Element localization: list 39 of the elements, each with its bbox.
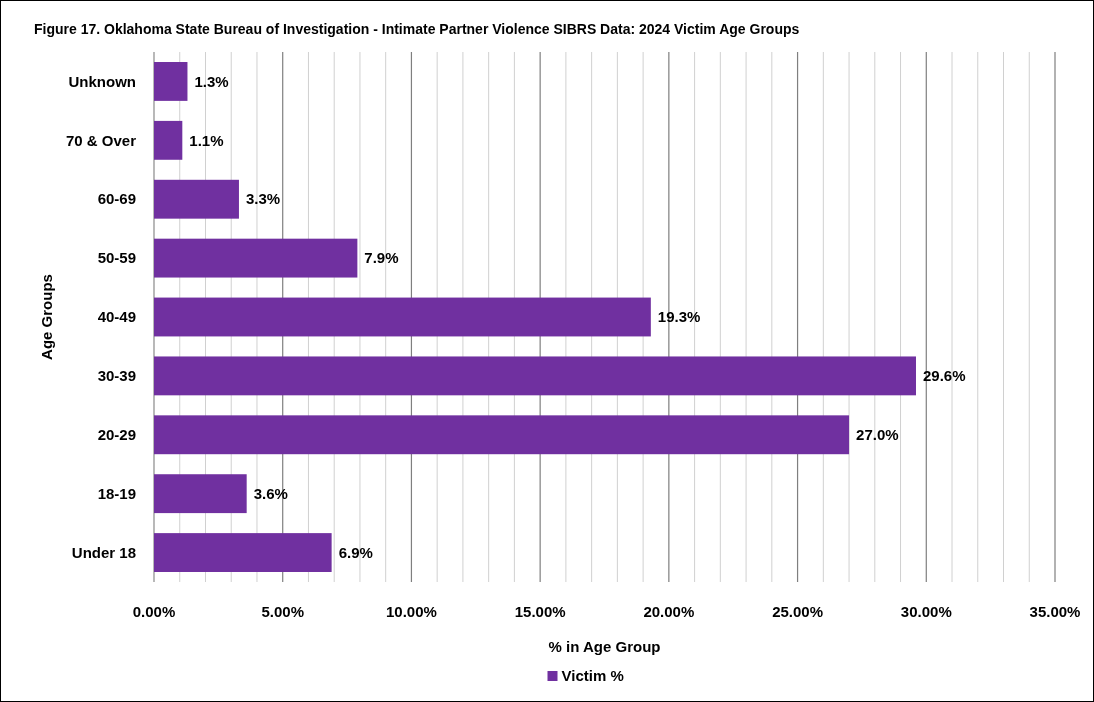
- data-label: 3.6%: [253, 484, 288, 502]
- y-tick-label: 50-59: [97, 249, 136, 267]
- bar: [154, 474, 247, 514]
- data-label: 29.6%: [922, 367, 966, 385]
- legend-label: Victim %: [561, 667, 624, 685]
- y-tick-label: 40-49: [97, 308, 136, 326]
- x-tick-label: 25.00%: [772, 603, 824, 620]
- x-tick-label: 15.00%: [514, 603, 566, 620]
- data-label: 27.0%: [856, 426, 899, 444]
- y-tick-label: 30-39: [97, 367, 136, 385]
- bar: [154, 297, 651, 337]
- data-label: 7.9%: [364, 249, 399, 267]
- x-tick-label: 0.00%: [132, 603, 176, 620]
- x-tick-label: 10.00%: [385, 603, 437, 620]
- bar: [154, 238, 358, 278]
- data-label: 6.9%: [338, 543, 373, 561]
- bar: [154, 533, 332, 572]
- y-tick-label: Unknown: [68, 72, 136, 90]
- y-tick-label: 20-29: [97, 426, 136, 444]
- x-axis-title: % in Age Group: [548, 638, 661, 655]
- data-label: 1.3%: [194, 72, 229, 90]
- x-tick-label: 35.00%: [1029, 603, 1081, 620]
- chart-title: Figure 17. Oklahoma State Bureau of Investigation - Intimate Partner Violence SIBRS Data: 2024 Victim Age Groups: [34, 21, 800, 37]
- bar: [154, 120, 183, 160]
- y-tick-label: 70 & Over: [65, 131, 137, 149]
- bar: [154, 356, 916, 396]
- x-tick-label: 30.00%: [900, 603, 952, 620]
- y-axis-title: Age Groups: [38, 274, 55, 360]
- y-tick-label: 18-19: [97, 484, 136, 502]
- y-tick-label: Under 18: [71, 543, 136, 561]
- x-tick-label: 20.00%: [643, 603, 695, 620]
- bar: [154, 179, 239, 219]
- bar: [154, 62, 188, 101]
- x-tick-label: 5.00%: [261, 603, 304, 620]
- bar: [154, 415, 850, 455]
- data-label: 19.3%: [657, 308, 701, 326]
- y-tick-label: 60-69: [97, 190, 136, 208]
- data-label: 3.3%: [245, 190, 281, 208]
- data-label: 1.1%: [189, 131, 224, 149]
